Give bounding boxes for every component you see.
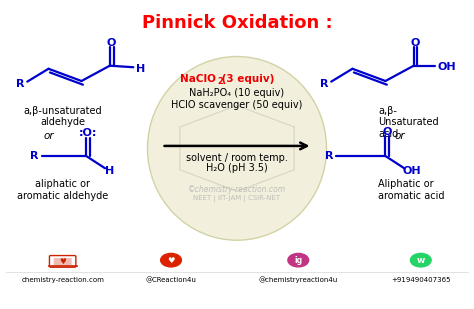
FancyBboxPatch shape: [54, 258, 72, 265]
Text: w: w: [417, 256, 425, 265]
Circle shape: [410, 253, 431, 267]
Text: @CReaction4u: @CReaction4u: [146, 277, 196, 283]
Text: 2: 2: [217, 77, 223, 86]
Text: a,β-
Unsaturated
acid: a,β- Unsaturated acid: [378, 105, 439, 139]
Text: NaH₂PO₄ (10 equiv): NaH₂PO₄ (10 equiv): [190, 88, 284, 98]
Text: ig: ig: [294, 256, 302, 265]
Text: or: or: [394, 131, 405, 141]
Text: O: O: [107, 38, 116, 48]
Text: H: H: [105, 166, 114, 176]
Text: or: or: [43, 131, 54, 141]
Text: Pinnick Oxidation :: Pinnick Oxidation :: [142, 14, 332, 32]
Text: H₂O (pH 3.5): H₂O (pH 3.5): [206, 163, 268, 173]
Text: ©chemistry-reaction.com: ©chemistry-reaction.com: [188, 185, 286, 194]
Text: +919490407365: +919490407365: [391, 277, 450, 283]
Text: ♥: ♥: [59, 257, 66, 266]
Text: aliphatic or
aromatic aldehyde: aliphatic or aromatic aldehyde: [17, 179, 108, 201]
Text: R: R: [16, 79, 25, 89]
Text: @chemistryreaction4u: @chemistryreaction4u: [259, 277, 338, 283]
FancyBboxPatch shape: [49, 256, 76, 267]
Text: R: R: [325, 151, 333, 161]
Text: Aliphatic or
aromatic acid: Aliphatic or aromatic acid: [378, 179, 445, 201]
Text: H: H: [136, 64, 145, 74]
Text: NEET | IIT-JAM | CSIR-NET: NEET | IIT-JAM | CSIR-NET: [193, 195, 281, 202]
Ellipse shape: [147, 57, 327, 240]
Circle shape: [161, 253, 182, 267]
Text: OH: OH: [438, 62, 456, 72]
Text: O: O: [411, 38, 420, 48]
Text: chemistry-reaction.com: chemistry-reaction.com: [21, 277, 104, 283]
Text: O: O: [383, 126, 392, 137]
Text: R: R: [320, 79, 328, 89]
Text: NaClO: NaClO: [180, 74, 216, 84]
Circle shape: [288, 253, 309, 267]
Text: R: R: [30, 151, 38, 161]
Text: (3 equiv): (3 equiv): [218, 74, 274, 84]
Text: ♥: ♥: [167, 256, 175, 265]
Text: :O:: :O:: [79, 128, 97, 138]
Text: solvent / room temp.: solvent / room temp.: [186, 153, 288, 163]
Text: HClO scavenger (50 equiv): HClO scavenger (50 equiv): [171, 100, 303, 110]
Text: OH: OH: [403, 166, 421, 176]
Text: a,β-unsaturated
aldehyde: a,β-unsaturated aldehyde: [23, 105, 102, 127]
